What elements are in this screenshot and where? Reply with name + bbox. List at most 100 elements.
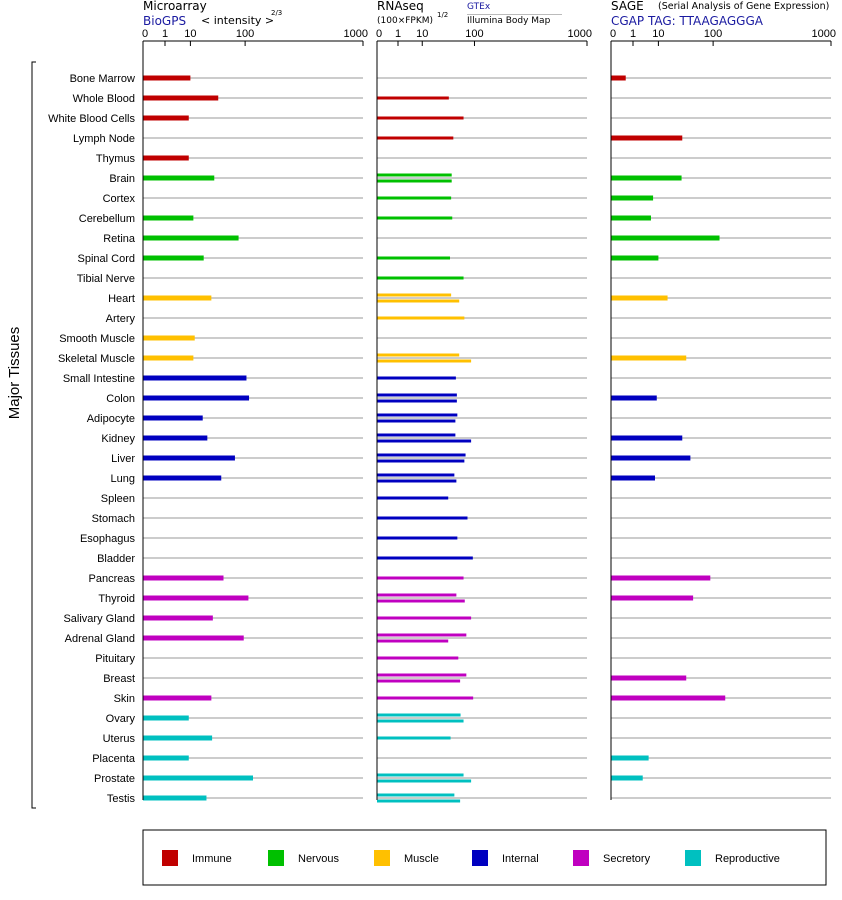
tissue-label: Whole Blood	[73, 93, 135, 105]
row-gridlines	[143, 77, 831, 799]
microarray-bar	[143, 635, 244, 641]
sage-title: SAGE	[611, 0, 644, 13]
rnaseq-bar	[377, 473, 455, 477]
rnaseq-bar	[377, 639, 449, 643]
legend-swatch-muscle	[374, 850, 390, 866]
tissue-label: Prostate	[94, 773, 135, 785]
rnaseq-bar	[377, 216, 453, 220]
sage-bar	[611, 75, 626, 81]
tissue-label: Thymus	[96, 153, 136, 165]
tissue-label: White Blood Cells	[48, 113, 135, 125]
microarray-bar	[143, 715, 189, 721]
microarray-bar	[143, 755, 189, 761]
tissue-label: Cortex	[103, 193, 136, 205]
legend-swatch-reproductive	[685, 850, 701, 866]
rnaseq-tick-label: 100	[465, 28, 483, 40]
tissue-label: Colon	[106, 393, 135, 405]
tissue-label: Pituitary	[95, 653, 135, 665]
tissue-label: Thyroid	[98, 593, 135, 605]
rnaseq-bar	[377, 293, 452, 297]
y-axis-bracket	[31, 61, 36, 809]
microarray-bar	[143, 355, 194, 361]
microarray-bar	[143, 435, 208, 441]
sage-bar	[611, 135, 683, 141]
tissue-label: Smooth Muscle	[59, 333, 135, 345]
microarray-bar	[143, 795, 207, 801]
legend-swatch-nervous	[268, 850, 284, 866]
microarray-title: Microarray	[143, 0, 207, 13]
sage-tag: CGAP TAG: TTAAGAGGGA	[611, 14, 763, 28]
legend-label-nervous: Nervous	[298, 853, 339, 865]
rnaseq-source-divider	[467, 14, 562, 15]
rnaseq-bar	[377, 773, 464, 777]
microarray-bar	[143, 155, 189, 161]
axes: 0 1 10 100 1000 0 1 10 100 1000 0 1 10 100 1000	[142, 28, 836, 800]
rnaseq-bar	[377, 593, 457, 597]
sage-bar	[611, 295, 668, 301]
rnaseq-bar	[377, 799, 461, 803]
rnaseq-bar	[377, 793, 455, 797]
tissue-label: Uterus	[103, 733, 136, 745]
rnaseq-bar	[377, 616, 472, 620]
sage-bar	[611, 175, 682, 181]
rnaseq-tick-label: 0	[376, 28, 382, 40]
rnaseq-bar	[377, 353, 460, 357]
rnaseq-bar	[377, 479, 457, 483]
microarray-bar	[143, 615, 213, 621]
microarray-bar	[143, 415, 203, 421]
rnaseq-bar	[377, 599, 465, 603]
rnaseq-bar	[377, 439, 472, 443]
tissue-label: Artery	[106, 313, 136, 325]
sage-bar	[611, 595, 694, 601]
microarray-bar	[143, 215, 194, 221]
rnaseq-bar	[377, 536, 458, 540]
legend-label-reproductive: Reproductive	[715, 853, 780, 865]
tissue-label: Adrenal Gland	[65, 633, 135, 645]
gtex-label: GTEx	[467, 2, 491, 12]
rnaseq-bar	[377, 316, 465, 320]
sage-bar	[611, 195, 654, 201]
sage-tick-label: 1000	[812, 28, 836, 40]
tissue-label: Heart	[108, 293, 135, 305]
tissue-label: Retina	[103, 233, 136, 245]
legend-label-secretory: Secretory	[603, 853, 651, 865]
tissue-label: Kidney	[101, 433, 135, 445]
tissue-label: Lymph Node	[73, 133, 135, 145]
sage-bar	[611, 775, 643, 781]
rnaseq-title: RNAseq	[377, 0, 424, 13]
microarray-exponent: 2/3	[271, 9, 283, 17]
sage-bar	[611, 255, 659, 261]
tissue-label: Pancreas	[89, 573, 136, 585]
sage-bar	[611, 235, 720, 241]
tissue-label: Ovary	[106, 713, 136, 725]
microarray-bar	[143, 95, 219, 101]
legend: Immune Nervous Muscle Internal Secretory Repr…	[142, 829, 827, 886]
rnaseq-tick-label: 1	[395, 28, 401, 40]
tissue-label: Spinal Cord	[78, 253, 135, 265]
legend-label-internal: Internal	[502, 853, 539, 865]
microarray-tick-label: 10	[184, 28, 196, 40]
rnaseq-bar	[377, 679, 461, 683]
sage-bar	[611, 455, 691, 461]
tissue-label: Stomach	[92, 513, 135, 525]
rnaseq-bar	[377, 419, 456, 423]
rnaseq-unit: (100×FPKM)	[377, 16, 434, 26]
y-axis-label: Major Tissues	[6, 327, 23, 420]
tissue-labels: Bone Marrow Whole Blood White Blood Cells L…	[48, 73, 136, 805]
rnaseq-bar	[377, 179, 452, 183]
tissue-label: Salivary Gland	[63, 613, 135, 625]
rnaseq-bar	[377, 433, 456, 437]
rnaseq-bar	[377, 299, 460, 303]
rnaseq-bar	[377, 696, 474, 700]
sage-bar	[611, 695, 726, 701]
legend-label-immune: Immune	[192, 853, 232, 865]
rnaseq-bar	[377, 633, 467, 637]
rnaseq-bar	[377, 196, 452, 200]
illumina-label: Illumina Body Map	[467, 16, 551, 26]
microarray-bar	[143, 475, 222, 481]
microarray-bar	[143, 455, 235, 461]
microarray-bar	[143, 575, 224, 581]
rnaseq-bar	[377, 256, 450, 260]
tissue-label: Placenta	[92, 753, 136, 765]
